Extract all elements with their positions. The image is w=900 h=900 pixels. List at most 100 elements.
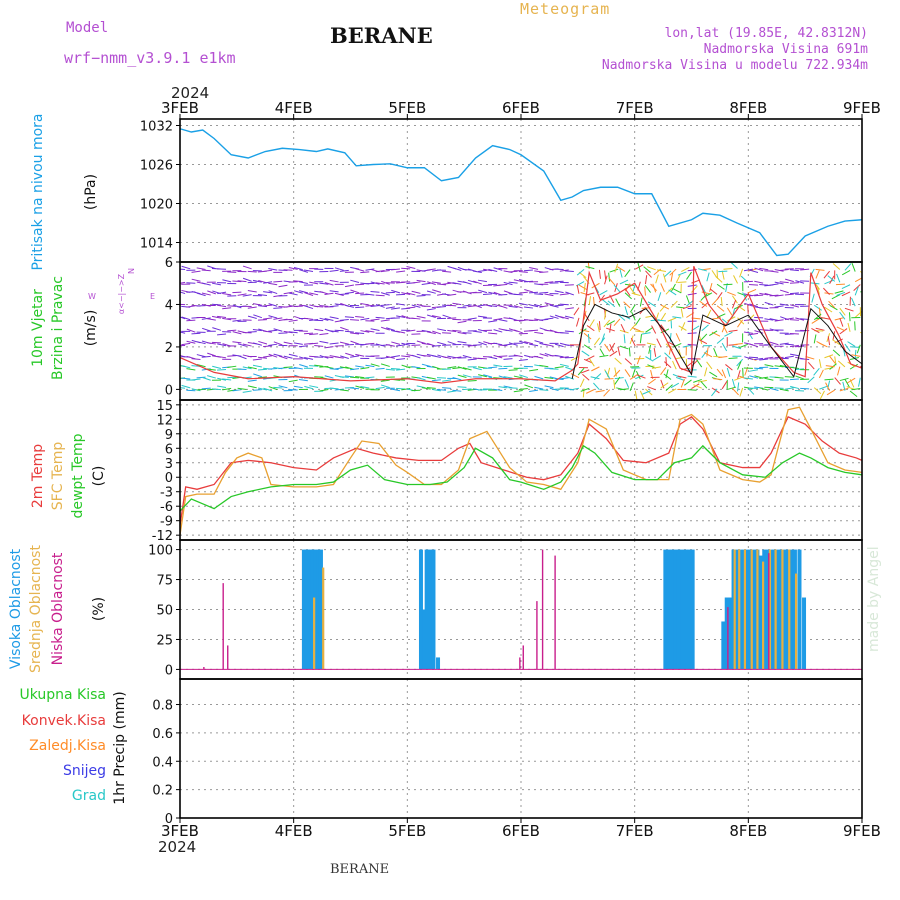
wind-barb (823, 287, 830, 295)
wind-barb (578, 284, 588, 291)
x-tick-label-top: 6FEB (502, 99, 540, 117)
wind-barb (670, 319, 673, 329)
wind-barb (704, 367, 708, 377)
wind-barb (375, 282, 385, 285)
wind-barb (795, 280, 805, 284)
y-tick-label: -3 (160, 486, 173, 501)
cloud-bar-srednja-oblacnost (756, 549, 759, 670)
wind-barb (447, 304, 457, 307)
wind-barb (565, 291, 575, 296)
wind-barb (544, 376, 554, 380)
wind-barb (653, 347, 657, 357)
wind-barb (355, 283, 365, 286)
wind-barb (339, 341, 349, 345)
wind-barb (411, 366, 421, 369)
cloud-bar-visoka-oblacnost (316, 549, 321, 670)
wind-barb (201, 327, 211, 332)
wind-barb (498, 304, 508, 309)
wind-barb (681, 266, 690, 272)
wind-barbs (180, 262, 862, 400)
wind-barb (217, 343, 227, 347)
wind-barb (839, 311, 846, 320)
wind-barb (800, 358, 810, 361)
wind-barb (365, 342, 375, 345)
wind-barb (186, 389, 196, 392)
wind-barb (743, 268, 753, 272)
wind-barb (442, 282, 452, 285)
wind-barb (675, 376, 685, 381)
wind-barb (283, 305, 293, 308)
wind-barb (591, 282, 600, 289)
cloud-bar-visoka-oblacnost (670, 549, 675, 670)
wind-barb (211, 341, 221, 344)
cloud-bar-visoka-oblacnost (762, 549, 767, 670)
wind-barb (518, 270, 528, 273)
wind-barb (754, 294, 764, 297)
wind-barb (237, 293, 247, 296)
wind-barb (488, 304, 498, 308)
wind-barb (691, 359, 699, 367)
wind-barb (848, 312, 851, 322)
wind-barb (554, 343, 564, 348)
wind-barb (268, 386, 278, 391)
wind-barb (559, 356, 569, 359)
wind-barb (636, 374, 646, 379)
wind-barb (196, 388, 206, 391)
wind-barb (617, 314, 626, 321)
wind-barb (784, 387, 794, 390)
wind-barb (850, 346, 860, 348)
wind-barb (442, 332, 452, 334)
wind-barb (660, 304, 670, 310)
wind-barb (452, 377, 462, 381)
wind-barb (498, 283, 508, 286)
wind-barb (639, 297, 643, 307)
wind-barb (829, 355, 836, 364)
wind-barb (604, 270, 607, 280)
wind-barb (247, 331, 257, 333)
wind-barb (743, 377, 753, 380)
wind-barb (732, 295, 738, 304)
wind-barb (613, 284, 621, 293)
wind-barb (416, 376, 426, 381)
wind-barb (350, 319, 360, 321)
wind-barb (739, 268, 744, 278)
wind-barb (686, 361, 694, 368)
wind-barb (748, 284, 759, 286)
wind-barb (544, 281, 554, 284)
wind-barb (670, 382, 680, 389)
wind-barb (769, 341, 779, 346)
x-tick-label-top: 7FEB (616, 99, 654, 117)
wind-barb (380, 319, 390, 322)
wind-barb (345, 352, 355, 357)
cloud-bar-visoka-oblacnost (734, 549, 739, 670)
wind-barb (795, 368, 805, 371)
compass-hint: α<−|−>Z (117, 273, 126, 314)
wind-barb (789, 366, 799, 370)
wind-barb (355, 365, 365, 368)
wind-barb (844, 307, 854, 312)
wind-barb (339, 318, 349, 321)
wind-barb (774, 281, 784, 285)
wind-barb (841, 291, 851, 297)
wind-barb (748, 356, 759, 359)
wind-barb (299, 356, 309, 360)
wind-barb (232, 280, 242, 283)
wind-barb (268, 343, 278, 347)
wind-barb (737, 382, 740, 392)
wind-barb (355, 268, 365, 272)
wind-barb (754, 267, 764, 272)
wind-barb (217, 385, 227, 388)
wind-barb (549, 304, 559, 308)
wind-barb (734, 376, 743, 381)
wind-barb (642, 390, 651, 395)
wind-barb (759, 284, 769, 286)
wind-barb (201, 355, 211, 358)
wind-barb (837, 360, 846, 368)
wind-barb (624, 306, 629, 316)
cloud-bar-visoka-oblacnost (782, 549, 787, 670)
wind-barb (682, 344, 692, 348)
cloud-bar-visoka-oblacnost (683, 549, 688, 670)
wind-barb (619, 268, 623, 278)
wind-barb (227, 365, 237, 369)
wind-barb (585, 266, 595, 270)
